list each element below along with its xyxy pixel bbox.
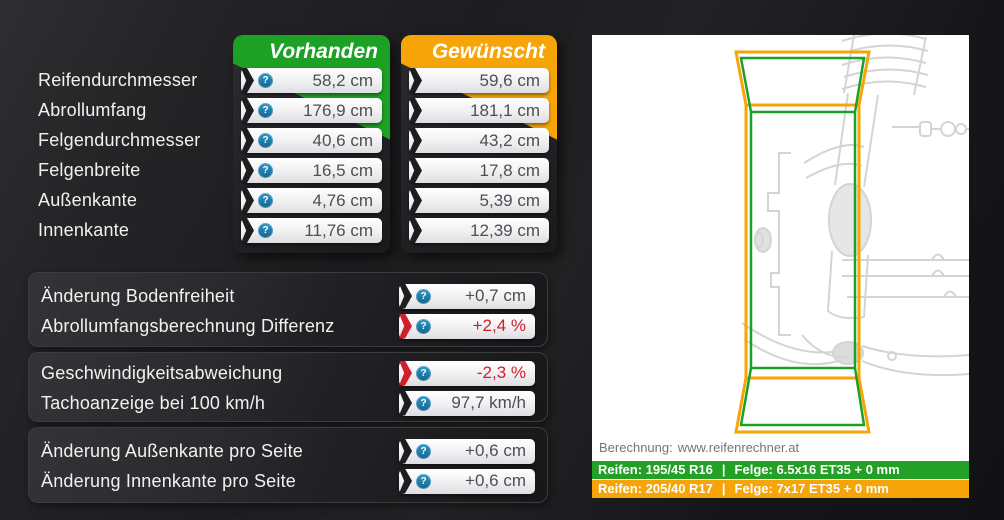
value-pill: 12,39 cm	[409, 218, 549, 243]
pill-value: 11,76 cm	[304, 220, 373, 240]
tire-outline-current	[739, 56, 866, 427]
help-icon[interactable]: ?	[258, 223, 273, 238]
pill-value: 58,2 cm	[312, 70, 373, 90]
tire-outline-desired	[734, 50, 871, 434]
help-icon[interactable]: ?	[258, 133, 273, 148]
legend-tire: Reifen: 195/45 R16	[598, 462, 713, 477]
value-pill: ? 16,5 cm	[241, 158, 382, 183]
value-pill: 43,2 cm	[409, 128, 549, 153]
credit-url: www.reifenrechner.at	[677, 440, 800, 455]
result-row: Änderung Bodenfreiheit ? +0,7 cm	[41, 281, 535, 311]
row-label: Außenkante	[38, 190, 138, 210]
result-row: Geschwindigkeitsabweichung ? -2,3 %	[41, 358, 535, 388]
value-pill: ? 4,76 cm	[241, 188, 382, 213]
result-row: Änderung Innenkante pro Seite ? +0,6 cm	[41, 466, 535, 496]
value-pill: ? +0,7 cm	[399, 283, 535, 309]
value-pill: ? 58,2 cm	[241, 68, 382, 93]
value-pill: 59,6 cm	[409, 68, 549, 93]
value-pill: ? +0,6 cm	[399, 438, 535, 464]
row-label: Reifendurchmesser	[38, 70, 198, 90]
row-label: Abrollumfang	[38, 100, 147, 120]
pill-value: 17,8 cm	[479, 160, 540, 180]
credit-label: Berechnung:	[599, 440, 673, 455]
help-icon[interactable]: ?	[258, 163, 273, 178]
legend-desired-setup: Reifen: 205/40 R17 | Felge: 7x17 ET35 + 0 …	[592, 480, 969, 498]
pill-value: 40,6 cm	[312, 130, 373, 150]
card-gewuenscht-title: Gewünscht	[431, 40, 545, 63]
pill-value: +2,4 %	[472, 316, 526, 335]
value-pill: ? 11,76 cm	[241, 218, 382, 243]
card-vorhanden: Vorhanden ? 58,2 cm ? 176,9 cm ? 40,6 cm…	[233, 35, 390, 253]
pill-value: 59,6 cm	[479, 70, 540, 90]
pill-value: 5,39 cm	[479, 190, 540, 210]
pill-value: +0,6 cm	[465, 471, 526, 490]
value-pill: 181,1 cm	[409, 98, 549, 123]
pill-value: -2,3 %	[476, 363, 526, 382]
help-icon[interactable]: ?	[416, 288, 431, 304]
help-icon[interactable]: ?	[416, 473, 431, 489]
result-label: Abrollumfangsberechnung Differenz	[41, 315, 335, 336]
value-pill: 17,8 cm	[409, 158, 549, 183]
help-icon[interactable]: ?	[258, 73, 273, 88]
card-gewuenscht: Gewünscht 59,6 cm 181,1 cm 43,2 cm 17,8 …	[401, 35, 557, 253]
value-pill: ? 97,7 km/h	[399, 390, 535, 416]
result-panel-edges: Änderung Außenkante pro Seite ? +0,6 cm …	[28, 427, 548, 503]
card-gewuenscht-values: 59,6 cm 181,1 cm 43,2 cm 17,8 cm 5,39 cm…	[401, 68, 557, 243]
result-row: Änderung Außenkante pro Seite ? +0,6 cm	[41, 436, 535, 466]
pill-value: 4,76 cm	[312, 190, 373, 210]
pill-value: 181,1 cm	[470, 100, 540, 120]
pill-value: 12,39 cm	[470, 220, 540, 240]
result-label: Geschwindigkeitsabweichung	[41, 362, 283, 383]
help-icon[interactable]: ?	[416, 318, 431, 334]
value-pill: 5,39 cm	[409, 188, 549, 213]
compare-row-labels: Reifendurchmesser Abrollumfang Felgendur…	[38, 65, 200, 245]
wheel-diagram	[734, 35, 969, 434]
result-label: Änderung Außenkante pro Seite	[41, 440, 303, 461]
pill-value: +0,7 cm	[465, 286, 526, 305]
help-icon[interactable]: ?	[416, 365, 431, 381]
help-icon[interactable]: ?	[258, 193, 273, 208]
legend-rim: Felge: 7x17 ET35 + 0 mm	[734, 481, 889, 496]
help-icon[interactable]: ?	[258, 103, 273, 118]
result-label: Tachoanzeige bei 100 km/h	[41, 392, 266, 413]
pill-value: 97,7 km/h	[451, 393, 526, 412]
result-label: Änderung Bodenfreiheit	[41, 285, 235, 306]
value-pill: ? 176,9 cm	[241, 98, 382, 123]
row-label: Felgendurchmesser	[38, 130, 201, 150]
row-label: Felgenbreite	[38, 160, 141, 180]
legend-separator: |	[721, 481, 726, 496]
credit-line: Berechnung: www.reifenrechner.at	[592, 435, 969, 461]
pill-value: 16,5 cm	[312, 160, 373, 180]
value-pill-negative: ? -2,3 %	[399, 360, 535, 386]
legend-tire: Reifen: 205/40 R17	[598, 481, 713, 496]
result-row: Abrollumfangsberechnung Differenz ? +2,4…	[41, 311, 535, 341]
help-icon[interactable]: ?	[416, 443, 431, 459]
card-vorhanden-values: ? 58,2 cm ? 176,9 cm ? 40,6 cm ? 16,5 cm…	[233, 68, 390, 243]
pill-value: 43,2 cm	[479, 130, 540, 150]
result-panel-speed: Geschwindigkeitsabweichung ? -2,3 % Tach…	[28, 352, 548, 422]
pill-value: 176,9 cm	[303, 100, 373, 120]
value-pill-negative: ? +2,4 %	[399, 313, 535, 339]
value-pill: ? +0,6 cm	[399, 468, 535, 494]
wheel-diagram-panel: Berechnung: www.reifenrechner.at Reifen: …	[592, 35, 969, 498]
result-panel-ground-clearance: Änderung Bodenfreiheit ? +0,7 cm Abrollu…	[28, 272, 548, 347]
result-row: Tachoanzeige bei 100 km/h ? 97,7 km/h	[41, 388, 535, 418]
legend-current-setup: Reifen: 195/45 R16 | Felge: 6.5x16 ET35 + …	[592, 461, 969, 479]
result-label: Änderung Innenkante pro Seite	[41, 470, 296, 491]
legend-rim: Felge: 6.5x16 ET35 + 0 mm	[734, 462, 900, 477]
legend-separator: |	[721, 462, 726, 477]
pill-value: +0,6 cm	[465, 441, 526, 460]
row-label: Innenkante	[38, 220, 130, 240]
card-vorhanden-title: Vorhanden	[269, 40, 378, 63]
value-pill: ? 40,6 cm	[241, 128, 382, 153]
help-icon[interactable]: ?	[416, 395, 431, 411]
